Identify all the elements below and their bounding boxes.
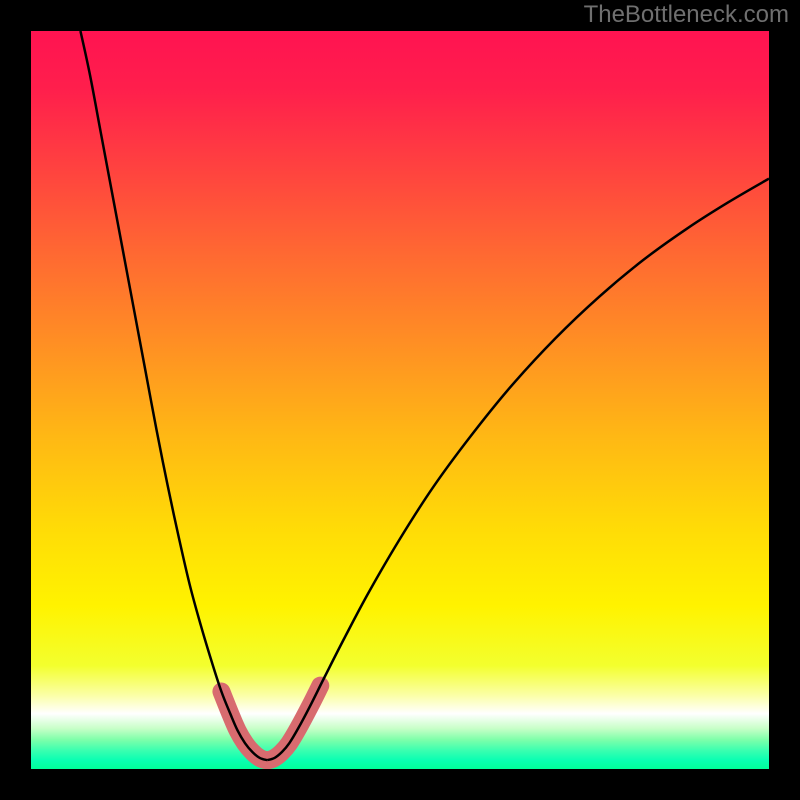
- watermark-text: TheBottleneck.com: [584, 1, 789, 28]
- gradient-background: [31, 31, 769, 769]
- bottleneck-chart: TheBottleneck.com: [0, 0, 800, 800]
